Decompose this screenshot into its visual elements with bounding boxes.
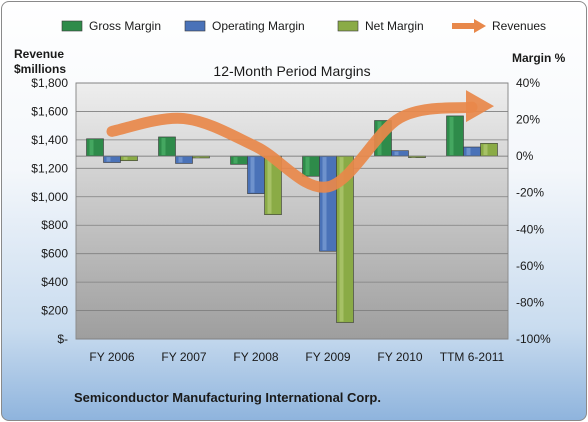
bar bbox=[319, 155, 337, 252]
y-left-axis-title-line2: $millions bbox=[14, 62, 66, 76]
x-tick-label: FY 2009 bbox=[305, 350, 350, 364]
y-right-tick-label: 40% bbox=[516, 76, 540, 90]
bar-highlight bbox=[250, 157, 255, 193]
y-left-tick-label: $- bbox=[57, 332, 68, 346]
y-left-tick-label: $1,200 bbox=[31, 161, 68, 175]
x-tick-label: FY 2010 bbox=[377, 350, 422, 364]
y-right-axis-title: Margin % bbox=[512, 51, 566, 65]
y-left-tick-label: $800 bbox=[41, 218, 68, 232]
bar-highlight bbox=[449, 116, 454, 156]
bar bbox=[175, 155, 193, 164]
legend-label: Revenues bbox=[492, 19, 546, 33]
x-tick-label: FY 2008 bbox=[233, 350, 278, 364]
bar-highlight bbox=[195, 157, 200, 158]
bar bbox=[302, 155, 320, 177]
bar-highlight bbox=[233, 157, 238, 164]
bar bbox=[480, 143, 498, 157]
y-right-tick-label: -80% bbox=[516, 295, 544, 309]
legend-label: Gross Margin bbox=[89, 19, 161, 33]
y-left-tick-label: $1,800 bbox=[31, 76, 68, 90]
chart-title: 12-Month Period Margins bbox=[213, 63, 370, 79]
bar bbox=[158, 136, 176, 157]
y-right-tick-label: -40% bbox=[516, 222, 544, 236]
bar-highlight bbox=[394, 151, 399, 156]
legend-swatch bbox=[61, 20, 83, 32]
x-tick-label: FY 2007 bbox=[161, 350, 206, 364]
y-left-tick-label: $600 bbox=[41, 247, 68, 261]
bar-highlight bbox=[483, 144, 488, 156]
bar-highlight bbox=[466, 148, 471, 156]
y-right-tick-label: 20% bbox=[516, 113, 540, 127]
x-tick-label: FY 2006 bbox=[89, 350, 134, 364]
bar-highlight bbox=[322, 157, 327, 251]
bar bbox=[86, 138, 104, 157]
bar-highlight bbox=[339, 157, 344, 322]
legend-label: Operating Margin bbox=[212, 19, 305, 33]
bar-highlight bbox=[89, 139, 94, 156]
bar-highlight bbox=[178, 157, 183, 163]
y-right-tick-label: -20% bbox=[516, 186, 544, 200]
y-left-tick-label: $1,400 bbox=[31, 133, 68, 147]
y-right-tick-label: -100% bbox=[516, 332, 551, 346]
bar bbox=[120, 155, 138, 162]
bar-highlight bbox=[411, 157, 416, 158]
y-left-tick-label: $1,600 bbox=[31, 104, 68, 118]
bar bbox=[446, 115, 464, 157]
bar-highlight bbox=[106, 157, 111, 162]
y-right-tick-label: 0% bbox=[516, 149, 534, 163]
bar-highlight bbox=[123, 157, 128, 160]
legend-swatch bbox=[337, 20, 359, 32]
legend-swatch bbox=[184, 20, 206, 32]
y-left-tick-label: $1,000 bbox=[31, 190, 68, 204]
y-left-tick-label: $400 bbox=[41, 275, 68, 289]
bar bbox=[391, 150, 409, 157]
bar bbox=[463, 146, 481, 157]
y-left-axis-title-line1: Revenue bbox=[14, 47, 64, 61]
revenues-line bbox=[106, 101, 478, 193]
y-right-tick-label: -60% bbox=[516, 259, 544, 273]
revenues-arrowhead bbox=[466, 90, 494, 123]
x-tick-label: TTM 6-2011 bbox=[440, 350, 505, 364]
legend-swatch-arrow bbox=[474, 19, 486, 33]
chart-footer: Semiconductor Manufacturing Internationa… bbox=[74, 390, 381, 405]
y-left-tick-label: $200 bbox=[41, 304, 68, 318]
legend-label: Net Margin bbox=[365, 19, 424, 33]
bar-highlight bbox=[267, 157, 272, 214]
bar bbox=[103, 155, 121, 163]
bar bbox=[247, 155, 265, 194]
bar bbox=[230, 155, 248, 165]
bar-highlight bbox=[161, 137, 166, 156]
bar-highlight bbox=[305, 157, 310, 176]
